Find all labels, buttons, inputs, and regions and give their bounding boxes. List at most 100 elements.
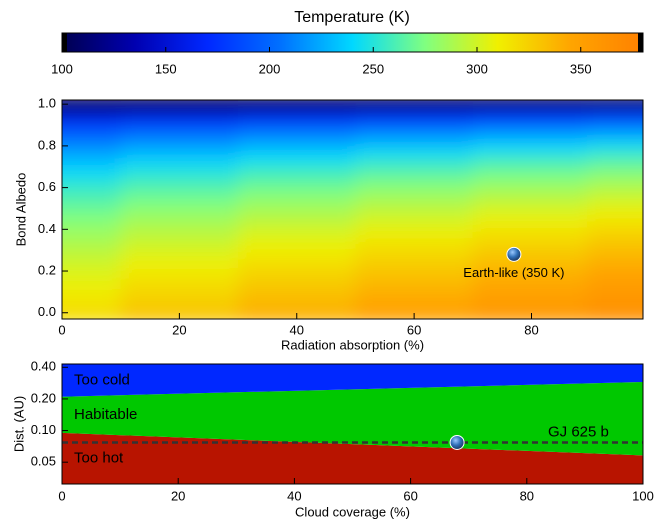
heatmap-cell <box>355 119 474 131</box>
x-tick-label: 40 <box>290 322 304 337</box>
heatmap-cell <box>587 109 643 121</box>
heatmap-cell <box>62 109 122 121</box>
heatmap-cell <box>355 130 474 142</box>
heatmap-cell <box>587 276 643 288</box>
heatmap-cell <box>62 182 122 194</box>
heatmap-cell <box>238 161 356 173</box>
heatmap-cell <box>587 286 643 298</box>
heatmap-cell <box>238 265 356 277</box>
heatmap-cell <box>238 213 356 225</box>
heatmap-cell <box>238 140 356 152</box>
heatmap-cell <box>120 234 239 246</box>
heatmap-cells <box>62 100 643 319</box>
heatmap-cell <box>238 192 356 204</box>
heatmap-cell <box>472 234 588 246</box>
x-tick-label: 250 <box>362 61 384 76</box>
heatmap-cell <box>120 203 239 215</box>
x-axis-label: Cloud coverage (%) <box>295 504 410 519</box>
heatmap-cell <box>472 109 588 121</box>
x-tick-label: 300 <box>466 61 488 76</box>
heatmap-cell <box>587 224 643 236</box>
heatmap-cell <box>238 151 356 163</box>
heatmap-cell <box>62 213 122 225</box>
y-tick-label: 0.10 <box>31 422 56 437</box>
region <box>62 364 643 397</box>
colorbar-frame <box>61 32 644 53</box>
heatmap-cell <box>120 119 239 131</box>
colorbar-cap <box>62 33 67 52</box>
heatmap-cell <box>355 276 474 288</box>
heatmap-cell <box>62 265 122 277</box>
heatmap-cell <box>238 109 356 121</box>
region <box>62 432 643 484</box>
x-tick-label: 60 <box>407 322 421 337</box>
heatmap-cell <box>120 171 239 183</box>
x-tick-label: 0 <box>58 488 65 503</box>
heatmap-cell <box>355 140 474 152</box>
heatmap-cell <box>472 140 588 152</box>
y-tick-label: 0.05 <box>31 454 56 469</box>
heatmap-cell <box>355 151 474 163</box>
plot-frame <box>61 99 644 320</box>
heatmap-cell <box>587 203 643 215</box>
heatmap-cell <box>472 192 588 204</box>
x-tick-label: 20 <box>171 488 185 503</box>
heatmap-cell <box>472 119 588 131</box>
y-tick-label: 0.6 <box>38 179 56 194</box>
heatmap-cell <box>587 130 643 142</box>
heatmap-cell <box>120 213 239 225</box>
plot-frame <box>61 363 644 485</box>
heatmap-cell <box>355 100 474 110</box>
heatmap-cell <box>62 192 122 204</box>
heatmap-cell <box>587 265 643 277</box>
heatmap-cell <box>587 255 643 267</box>
heatmap-cell <box>120 151 239 163</box>
heatmap-cell <box>587 100 643 110</box>
region-label: Habitable <box>74 406 137 423</box>
heatmap-cell <box>355 171 474 183</box>
heatmap-cell <box>62 100 122 110</box>
heatmap-cell <box>62 255 122 267</box>
heatmap-cell <box>238 130 356 142</box>
heatmap-cell <box>238 244 356 256</box>
region <box>62 381 643 456</box>
heatmap-cell <box>238 234 356 246</box>
x-tick-label: 100 <box>51 61 73 76</box>
heatmap-cell <box>238 255 356 267</box>
heatmap-cell <box>120 130 239 142</box>
heatmap-cell <box>355 286 474 298</box>
reference-label: GJ 625 b <box>548 423 609 440</box>
heatmap-cell <box>587 182 643 194</box>
heatmap-cell <box>120 265 239 277</box>
heatmap-cell <box>238 203 356 215</box>
heatmap-cell <box>62 234 122 246</box>
region-label: Too cold <box>74 371 130 388</box>
area-plot <box>62 364 643 484</box>
heatmap-cell <box>62 130 122 142</box>
heatmap-cell <box>472 265 588 277</box>
heatmap-cell <box>355 161 474 173</box>
heatmap-cell <box>120 297 239 309</box>
heatmap-cell <box>355 297 474 309</box>
heatmap-cell <box>62 276 122 288</box>
y-tick-label: 0.2 <box>38 262 56 277</box>
y-tick-label: 0.4 <box>38 221 56 236</box>
heatmap-cell <box>587 151 643 163</box>
heatmap-cell <box>587 234 643 246</box>
heatmap-cell <box>472 203 588 215</box>
planet-marker <box>506 246 522 262</box>
x-tick-label: 80 <box>520 488 534 503</box>
y-tick-label: 0.40 <box>31 359 56 374</box>
heatmap-cell <box>587 244 643 256</box>
heatmap-cell <box>120 286 239 298</box>
heatmap-cell <box>472 224 588 236</box>
x-tick-label: 350 <box>570 61 592 76</box>
heatmap-cell <box>587 192 643 204</box>
heatmap-cell <box>472 286 588 298</box>
heatmap-cell <box>238 297 356 309</box>
x-axis-label: Radiation absorption (%) <box>281 337 424 352</box>
heatmap-cell <box>62 151 122 163</box>
heatmap-cell <box>355 213 474 225</box>
heatmap-cell <box>355 224 474 236</box>
x-tick-label: 80 <box>524 322 538 337</box>
